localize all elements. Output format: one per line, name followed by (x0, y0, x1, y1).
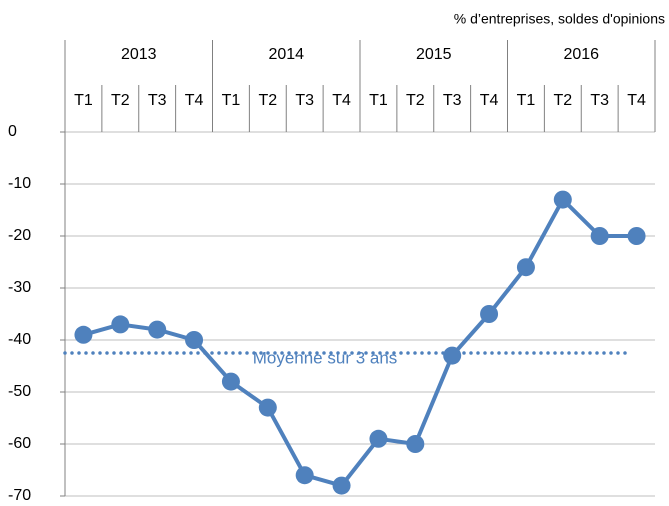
y-tick-label: -70 (8, 487, 31, 504)
x-tick-label: T3 (443, 92, 462, 109)
average-label: Moyenne sur 3 ans (253, 348, 398, 367)
point (295, 466, 314, 485)
point (185, 331, 204, 349)
x-tick-label: T3 (590, 92, 609, 109)
x-tick-label: T2 (553, 92, 572, 109)
point (148, 320, 167, 339)
point (74, 325, 93, 344)
point (516, 258, 535, 277)
point (369, 429, 388, 448)
x-tick-label: T1 (222, 92, 241, 109)
x-tick-label: T1 (369, 92, 388, 109)
y-tick-label: -60 (8, 435, 31, 452)
point (111, 315, 130, 334)
point (627, 227, 646, 245)
group-label: 2015 (416, 46, 452, 63)
point (553, 190, 572, 209)
point (443, 346, 462, 365)
x-tick-label: T4 (627, 92, 646, 109)
x-tick-label: T1 (74, 92, 93, 109)
group-label: 2016 (563, 46, 599, 63)
x-tick-label: T4 (480, 92, 499, 109)
group-label: 2014 (268, 46, 304, 63)
point (221, 372, 240, 391)
point (258, 398, 277, 417)
point (406, 435, 425, 453)
x-tick-label: T2 (258, 92, 277, 109)
x-tick-label: T3 (148, 92, 167, 109)
group-label: 2013 (121, 46, 157, 63)
x-tick-label: T3 (295, 92, 314, 109)
y-tick-label: 0 (8, 123, 17, 140)
subtitle: % d’entreprises, soldes d'opinions (454, 11, 665, 27)
x-tick-label: T4 (332, 92, 351, 109)
y-tick-label: -10 (8, 175, 31, 192)
y-tick-label: -20 (8, 227, 31, 244)
x-tick-label: T2 (406, 92, 425, 109)
series-line (82, 197, 637, 488)
point (480, 305, 499, 323)
point (590, 227, 609, 245)
y-tick-label: -30 (8, 279, 31, 296)
point (332, 476, 351, 495)
x-tick-label: T4 (185, 92, 204, 109)
x-tick-label: T1 (517, 92, 536, 109)
x-tick-label: T2 (111, 92, 130, 109)
y-tick-label: -40 (8, 331, 31, 348)
y-tick-label: -50 (8, 383, 31, 400)
